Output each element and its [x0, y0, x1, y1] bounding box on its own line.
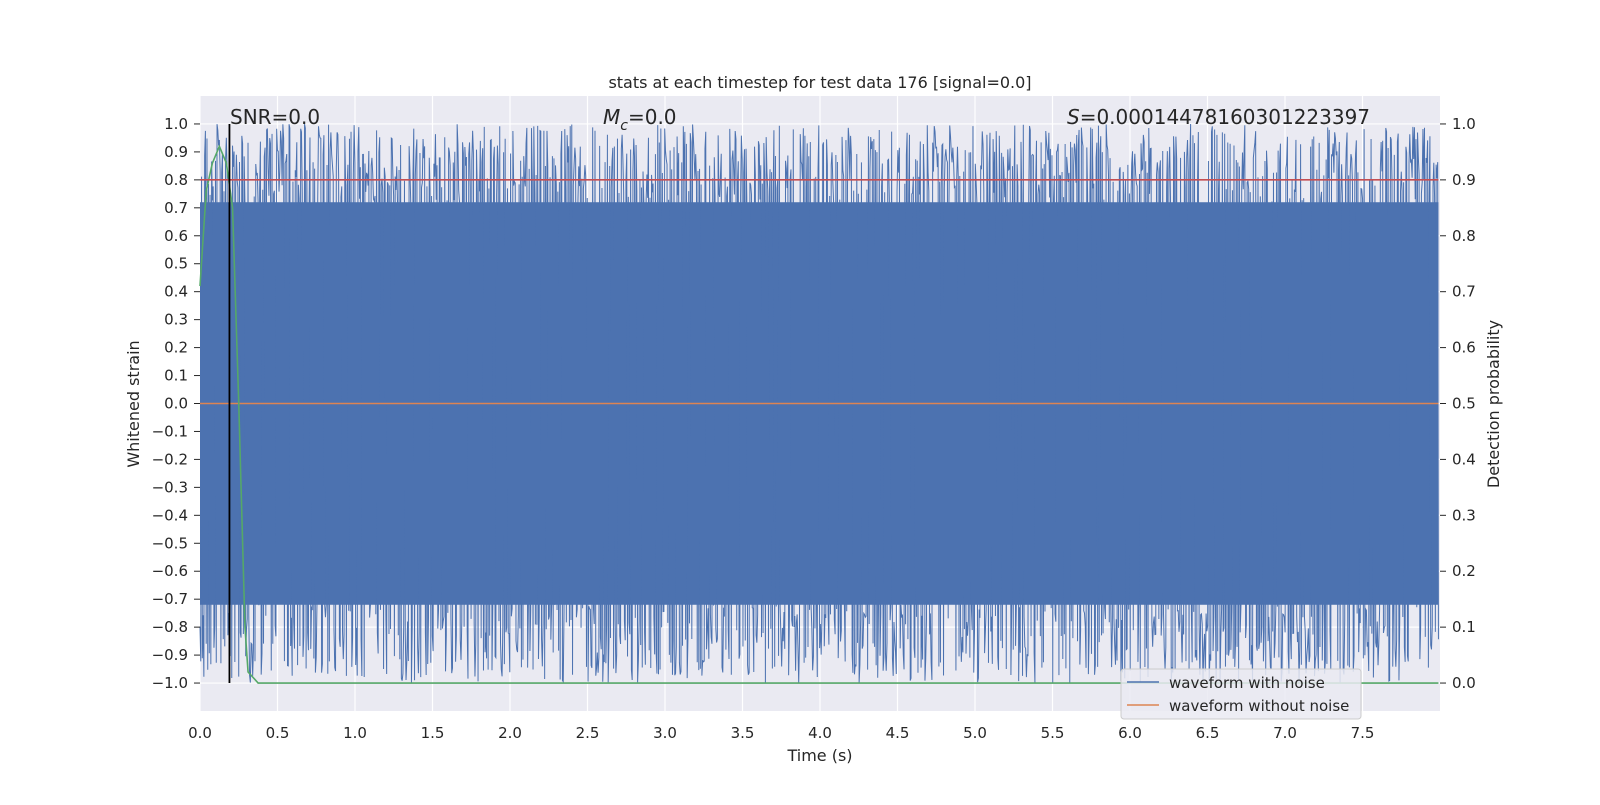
x-tick-label: 1.5	[421, 724, 445, 742]
x-tick-label: 4.5	[886, 724, 910, 742]
y-right-tick-label: 0.3	[1452, 506, 1476, 524]
y-tick-label: 0.2	[164, 339, 188, 357]
y-right-tick-label: 0.5	[1452, 395, 1476, 413]
y-tick-label: −0.9	[152, 646, 188, 664]
y-tick-label: 0.1	[164, 367, 188, 385]
y-axis-label: Whitened strain	[124, 340, 143, 467]
y-axis-right-label: Detection probability	[1484, 320, 1503, 488]
y-right-tick-label: 0.1	[1452, 618, 1476, 636]
y-tick-label: 0.4	[164, 283, 188, 301]
y-tick-label: −0.2	[152, 450, 188, 468]
y-tick-label: −0.6	[152, 562, 188, 580]
y-tick-label: 0.5	[164, 255, 188, 273]
x-tick-label: 2.5	[576, 724, 600, 742]
y-right-tick-label: 0.7	[1452, 283, 1476, 301]
x-axis-label: Time (s)	[786, 746, 852, 765]
x-tick-label: 6.0	[1118, 724, 1142, 742]
y-tick-label: 0.3	[164, 311, 188, 329]
y-tick-label: 0.8	[164, 171, 188, 189]
y-tick-label: 0.0	[164, 395, 188, 413]
legend-box	[1120, 668, 1362, 720]
y-right-tick-label: 0.0	[1452, 674, 1476, 692]
y-tick-label: −0.3	[152, 478, 188, 496]
x-tick-label: 4.0	[808, 724, 832, 742]
y-tick-label: −0.8	[152, 618, 188, 636]
legend: waveform with noise waveform without noi…	[1120, 668, 1362, 720]
y-tick-label: −0.1	[152, 422, 188, 440]
tick-layer: 0.0 0.5 1.0 1.5 2.0 2.5 3.0 3.5 4.0 4.5 5.0 5.5 6.0 6…	[152, 115, 1476, 742]
x-tick-label: 7.5	[1351, 724, 1375, 742]
y-right-tick-label: 0.2	[1452, 562, 1476, 580]
y-right-tick-label: 1.0	[1452, 115, 1476, 133]
y-right-tick-label: 0.8	[1452, 227, 1476, 245]
line-series-layer	[199, 123, 1439, 684]
y-right-tick-label: 0.6	[1452, 339, 1476, 357]
y-tick-label: −0.4	[152, 506, 188, 524]
y-tick-label: 0.7	[164, 199, 188, 217]
y-tick-label: 0.6	[164, 227, 188, 245]
x-tick-label: 2.0	[498, 724, 522, 742]
series-noise-line	[199, 123, 1439, 684]
x-tick-label: 5.0	[963, 724, 987, 742]
x-tick-label: 6.5	[1196, 724, 1220, 742]
legend-label-noise: waveform with noise	[1169, 674, 1325, 692]
mc-symbol: M	[603, 105, 620, 129]
y-tick-label: 0.9	[164, 143, 188, 161]
mc-annotation: Mc=0.0	[603, 105, 677, 134]
series-line-2	[199, 144, 1439, 684]
x-tick-label: 0.0	[188, 724, 212, 742]
chart-title: stats at each timestep for test data 176…	[608, 73, 1031, 92]
s-value: =0.00014478160301223397	[1080, 105, 1370, 129]
x-tick-label: 5.5	[1041, 724, 1065, 742]
y-tick-label: 1.0	[164, 115, 188, 133]
y-tick-label: −0.5	[152, 534, 188, 552]
x-tick-label: 7.0	[1273, 724, 1297, 742]
x-tick-label: 3.0	[653, 724, 677, 742]
y-right-tick-label: 0.9	[1452, 171, 1476, 189]
y-tick-label: −0.7	[152, 590, 188, 608]
legend-label-clean: waveform without noise	[1169, 697, 1349, 715]
s-annotation: S=0.00014478160301223397	[1067, 105, 1370, 129]
mc-subscript: c	[620, 118, 628, 134]
x-tick-label: 0.5	[266, 724, 290, 742]
mc-value: =0.0	[628, 105, 677, 129]
s-symbol: S	[1067, 105, 1080, 129]
x-tick-label: 1.0	[343, 724, 367, 742]
y-right-tick-label: 0.4	[1452, 450, 1476, 468]
y-tick-label: −1.0	[152, 674, 188, 692]
x-tick-label: 3.5	[731, 724, 755, 742]
snr-annotation: SNR=0.0	[230, 105, 320, 129]
